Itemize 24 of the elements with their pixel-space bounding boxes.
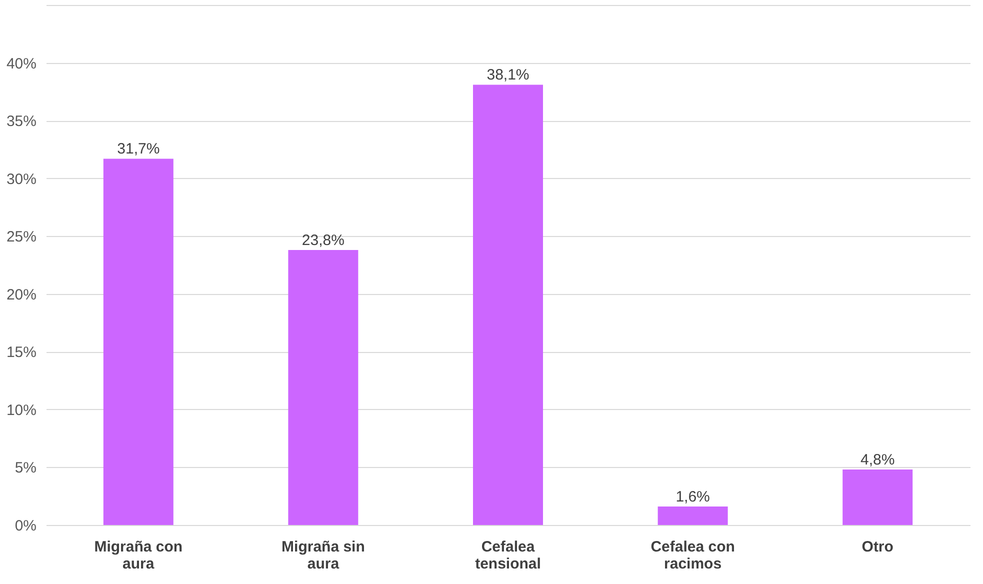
x-tick-label: Cefalea tensional	[475, 538, 541, 572]
bar	[473, 84, 543, 525]
data-label: 4,8%	[860, 452, 895, 469]
y-tick-label: 35%	[6, 113, 36, 130]
bar	[103, 158, 174, 525]
data-label: 1,6%	[676, 488, 710, 506]
x-tick-label: Cefalea con racimos	[650, 538, 735, 572]
y-tick-label: 10%	[6, 402, 36, 419]
y-tick-label: 0%	[14, 518, 36, 534]
data-label: 38,1%	[486, 66, 530, 84]
y-tick-label: 5%	[14, 460, 36, 477]
bar	[288, 250, 358, 525]
y-tick-label: 15%	[6, 344, 36, 362]
y-tick-label: 40%	[6, 55, 36, 72]
data-label: 23,8%	[302, 232, 344, 249]
y-tick-label: 25%	[6, 228, 36, 246]
x-tick-label: Migraña con aura	[94, 538, 183, 572]
x-tick-label: Migraña sin aura	[282, 538, 365, 572]
x-tick-label: Otro	[862, 538, 894, 556]
data-label: 31,7%	[117, 140, 160, 158]
bar	[842, 470, 913, 525]
y-tick-label: 20%	[6, 286, 36, 304]
y-tick-label: 30%	[6, 170, 36, 188]
bar	[658, 506, 728, 525]
